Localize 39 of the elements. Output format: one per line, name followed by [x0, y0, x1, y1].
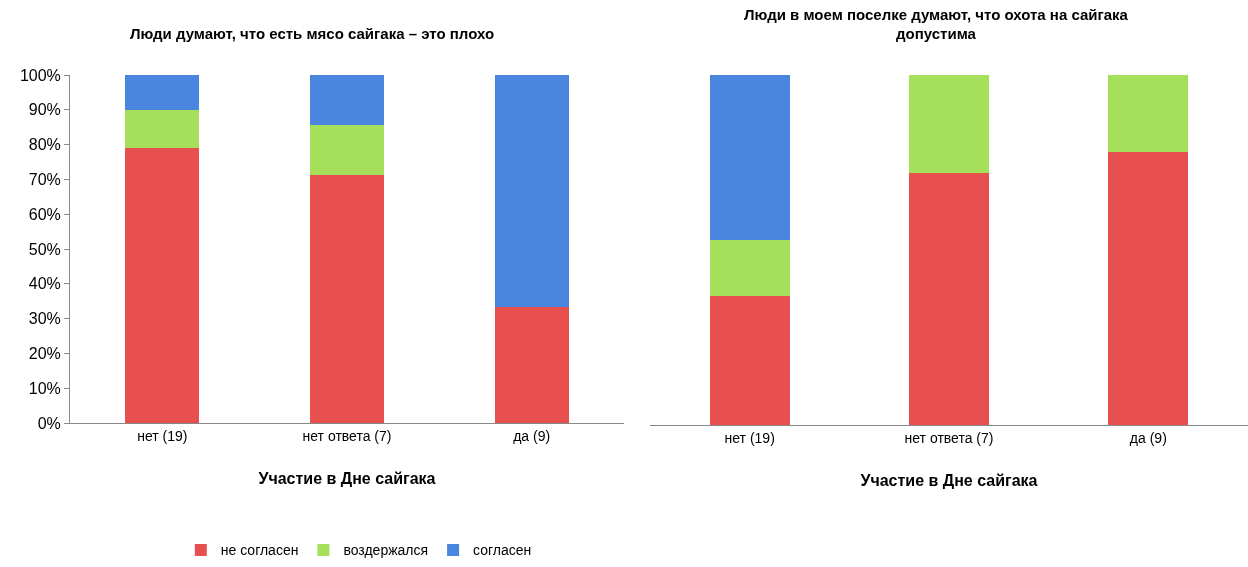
legend-label: воздержался — [343, 542, 429, 559]
y-tick-label: 100% — [19, 66, 61, 84]
y-tick-label: 60% — [28, 205, 61, 223]
x-axis-title: Участие в Дне сайгака — [860, 472, 1038, 490]
y-tick-label: 20% — [28, 345, 61, 362]
legend-label: не согласен — [220, 542, 299, 559]
bar — [125, 148, 200, 423]
bar — [1108, 152, 1189, 425]
bar — [125, 109, 200, 149]
y-tick-label: 80% — [28, 136, 61, 154]
bar — [709, 75, 790, 240]
y-tick-label: 30% — [28, 310, 61, 328]
x-tick-label: нет ответа (7) — [302, 427, 392, 444]
x-tick-label: нет ответа (7) — [904, 429, 994, 446]
x-tick-label: да (9) — [513, 427, 551, 444]
y-tick-label: 50% — [28, 240, 61, 258]
bar — [1108, 75, 1189, 152]
legend-label: согласен — [473, 542, 532, 559]
chart-title: Люди думают, что есть мясо сайгака – это плохо — [129, 24, 495, 42]
y-tick-label: 10% — [28, 379, 61, 397]
y-tick-label: 90% — [28, 101, 61, 119]
x-axis-title: Участие в Дне сайгака — [258, 470, 436, 488]
y-tick-label: 0% — [37, 414, 61, 432]
x-tick-label: нет (19) — [137, 427, 188, 444]
bar — [310, 75, 384, 125]
bar — [909, 173, 989, 425]
bar — [709, 295, 790, 425]
chart-title: Люди в моем поселке думают, что охота на сайгака допустима — [744, 5, 1129, 43]
bar — [494, 75, 569, 308]
y-tick-label: 40% — [28, 275, 61, 293]
bar — [494, 307, 569, 423]
y-tick-label: 70% — [28, 171, 61, 188]
bar — [310, 124, 384, 175]
x-tick-label: нет (19) — [724, 429, 775, 446]
bar — [909, 75, 989, 173]
bar — [709, 239, 790, 296]
bar — [310, 174, 384, 423]
x-tick-label: да (9) — [1129, 429, 1167, 446]
bar — [125, 75, 200, 110]
